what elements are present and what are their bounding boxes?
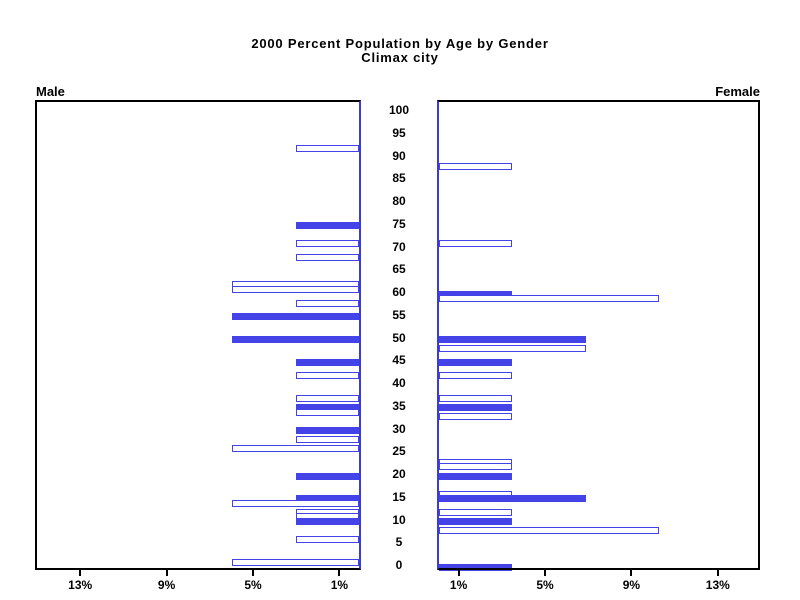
male-pct-tick-9-label: 9% (157, 578, 176, 592)
bar-male-age-42 (296, 372, 359, 380)
female-pct-tick-5-mark (544, 570, 546, 576)
female-pct-tick-1-label: 1% (449, 578, 468, 592)
bar-female-age-48 (439, 345, 586, 353)
bar-male-age-71 (296, 240, 359, 248)
age-tick-label-50: 50 (392, 330, 406, 345)
bar-male-age-37 (296, 395, 359, 403)
chart-title-line2: Climax city (361, 50, 439, 65)
bar-female-age-45 (439, 358, 513, 366)
male-pct-tick-5-label: 5% (244, 578, 262, 592)
age-tick-label-95: 95 (392, 125, 406, 140)
chart-title: 2000 Percent Population by Age by Gender… (0, 37, 800, 65)
female-plot-frame (437, 100, 760, 570)
age-tick-label-35: 35 (392, 398, 406, 413)
bar-male-age-92 (296, 144, 359, 152)
age-tick-label-65: 65 (392, 262, 406, 277)
male-pct-tick-1-label: 1% (330, 578, 349, 592)
bar-female-age-59 (439, 295, 660, 303)
age-tick-label-70: 70 (392, 239, 406, 254)
age-tick-label-25: 25 (392, 444, 406, 459)
bar-female-age-35 (439, 404, 513, 412)
female-panel-label: Female (715, 84, 760, 99)
bar-male-age-20 (296, 472, 359, 480)
age-tick-label-80: 80 (392, 194, 406, 208)
male-pct-tick-9-mark (165, 570, 168, 576)
age-tick-label-40: 40 (392, 376, 406, 390)
bar-female-age-20 (439, 472, 513, 480)
male-pct-tick-5-mark (252, 570, 254, 576)
bar-female-age-8 (439, 527, 660, 535)
bar-female-age-88 (439, 163, 513, 171)
age-tick-label-15: 15 (392, 489, 406, 504)
bar-male-age-10 (296, 518, 359, 525)
bar-male-age-68 (296, 254, 359, 262)
bar-male-age-30 (296, 427, 359, 434)
female-pct-tick-9-label: 9% (622, 578, 641, 592)
male-panel-label: Male (36, 84, 65, 99)
bar-male-age-1 (231, 558, 359, 566)
bar-male-age-34 (296, 408, 359, 416)
bar-male-age-14 (231, 499, 359, 507)
bar-female-age-42 (439, 372, 513, 380)
male-pct-tick-13-label: 13% (68, 578, 93, 592)
bar-female-age-71 (439, 240, 513, 248)
age-tick-label-75: 75 (392, 216, 406, 231)
male-plot-frame (35, 100, 361, 570)
bar-male-age-75 (296, 222, 359, 230)
female-pct-tick-13-label: 13% (705, 578, 730, 592)
age-tick-label-85: 85 (392, 171, 406, 186)
bar-female-age-22 (439, 463, 513, 471)
bar-female-age-50 (439, 336, 586, 343)
bar-male-age-28 (296, 436, 359, 444)
female-pct-tick-9-mark (630, 570, 633, 576)
bar-female-age-0 (439, 563, 513, 571)
age-tick-label-55: 55 (392, 307, 406, 322)
female-pct-tick-13-mark (716, 570, 719, 576)
bar-male-age-61 (231, 285, 359, 293)
bar-female-age-15 (439, 495, 586, 503)
bar-female-age-12 (439, 508, 513, 516)
age-tick-label-20: 20 (392, 467, 406, 481)
bar-male-age-35 (296, 404, 359, 412)
bar-male-age-55 (231, 313, 359, 321)
female-pct-tick-5-label: 5% (536, 578, 554, 592)
age-tick-label-100: 100 (388, 103, 410, 117)
age-tick-label-5: 5 (395, 535, 403, 550)
male-pct-tick-1-mark (338, 570, 341, 576)
bar-male-age-6 (296, 536, 359, 544)
bar-female-age-37 (439, 395, 513, 403)
chart-title-line1: 2000 Percent Population by Age by Gender (251, 36, 549, 51)
bar-male-age-45 (296, 358, 359, 366)
bar-male-age-50 (231, 336, 359, 343)
bar-female-age-10 (439, 518, 513, 525)
age-tick-label-30: 30 (392, 421, 406, 436)
bar-male-age-15 (296, 495, 359, 503)
age-tick-label-10: 10 (392, 512, 406, 527)
bar-female-age-33 (439, 413, 513, 421)
bar-male-age-58 (296, 299, 359, 307)
male-pct-tick-13-mark (79, 570, 82, 576)
age-tick-label-60: 60 (392, 285, 406, 299)
age-tick-label-0: 0 (395, 558, 403, 572)
bar-female-age-60 (439, 290, 513, 298)
age-tick-label-90: 90 (392, 148, 406, 163)
age-tick-label-45: 45 (392, 353, 406, 368)
female-pct-tick-1-mark (457, 570, 460, 576)
bar-male-age-26 (231, 445, 359, 453)
